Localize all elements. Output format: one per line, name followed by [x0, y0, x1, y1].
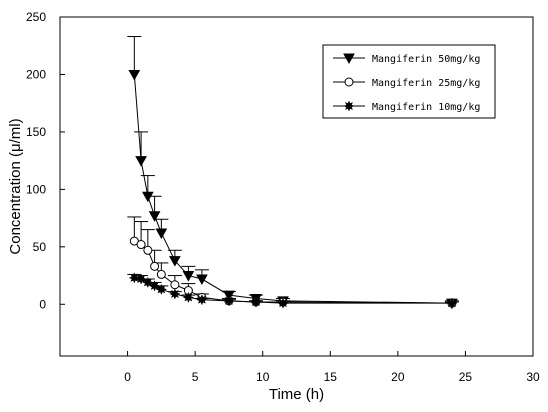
- x-tick-label: 30: [526, 370, 540, 384]
- data-point-triangle: [128, 69, 141, 81]
- data-point-star: [223, 295, 235, 307]
- data-point-star: [142, 276, 154, 289]
- y-tick-label: 100: [26, 182, 46, 196]
- x-axis: 0 5 10 15 20 25 30: [124, 351, 540, 384]
- data-point-star: [155, 283, 168, 296]
- data-point-circle: [344, 77, 354, 87]
- y-tick-label: 200: [26, 67, 46, 81]
- data-point-circle: [150, 261, 160, 271]
- data-point-triangle: [169, 256, 181, 267]
- data-point-triangle: [196, 274, 208, 286]
- data-point-star: [148, 280, 161, 292]
- data-point-triangle: [343, 53, 355, 65]
- legend: Mangiferin 50mg/kg Mangiferin 25mg/kg Mang…: [322, 44, 496, 119]
- x-tick-label: 5: [192, 370, 199, 384]
- data-point-star: [128, 272, 141, 284]
- data-point-star: [196, 293, 208, 306]
- y-axis-title: Concentration (μ/ml): [7, 118, 24, 254]
- data-point-star: [169, 288, 181, 300]
- x-tick-label: 20: [391, 370, 405, 384]
- data-point-triangle: [148, 211, 161, 222]
- data-point-star: [277, 297, 289, 309]
- x-tick-label: 15: [324, 370, 338, 384]
- series-line: [133, 74, 452, 304]
- data-point-triangle: [141, 191, 154, 203]
- series-line: [134, 240, 452, 304]
- data-point-circle: [156, 269, 166, 279]
- x-tick-label: 25: [459, 370, 473, 384]
- data-point-star: [343, 100, 355, 112]
- x-tick-label: 10: [256, 370, 270, 384]
- x-axis-title: Time (h): [269, 386, 324, 403]
- data-point-star: [250, 296, 262, 308]
- y-tick-label: 250: [26, 10, 46, 24]
- plot-area-frame: [59, 16, 534, 357]
- data-point-circle: [170, 280, 180, 290]
- y-tick-label: 150: [26, 125, 46, 139]
- y-tick-label: 0: [39, 297, 46, 311]
- y-axis: 0 50 100 150 200 250: [26, 10, 65, 311]
- series-group: [127, 272, 459, 309]
- legend-label: Mangiferin 50mg/kg: [372, 54, 480, 65]
- data-point-triangle: [135, 156, 147, 167]
- data-point-triangle: [182, 271, 195, 282]
- y-tick-label: 50: [33, 240, 47, 254]
- x-tick-label: 0: [124, 370, 131, 384]
- data-point-star: [135, 273, 147, 285]
- data-point-star: [182, 291, 195, 304]
- series-line: [134, 277, 452, 304]
- legend-label: Mangiferin 25mg/kg: [372, 78, 480, 89]
- data-point-circle: [136, 240, 146, 250]
- series-layer: [127, 36, 459, 310]
- data-point-star: [446, 297, 458, 309]
- legend-label: Mangiferin 10mg/kg: [372, 102, 480, 113]
- data-point-circle: [143, 245, 153, 255]
- data-point-triangle: [155, 228, 168, 240]
